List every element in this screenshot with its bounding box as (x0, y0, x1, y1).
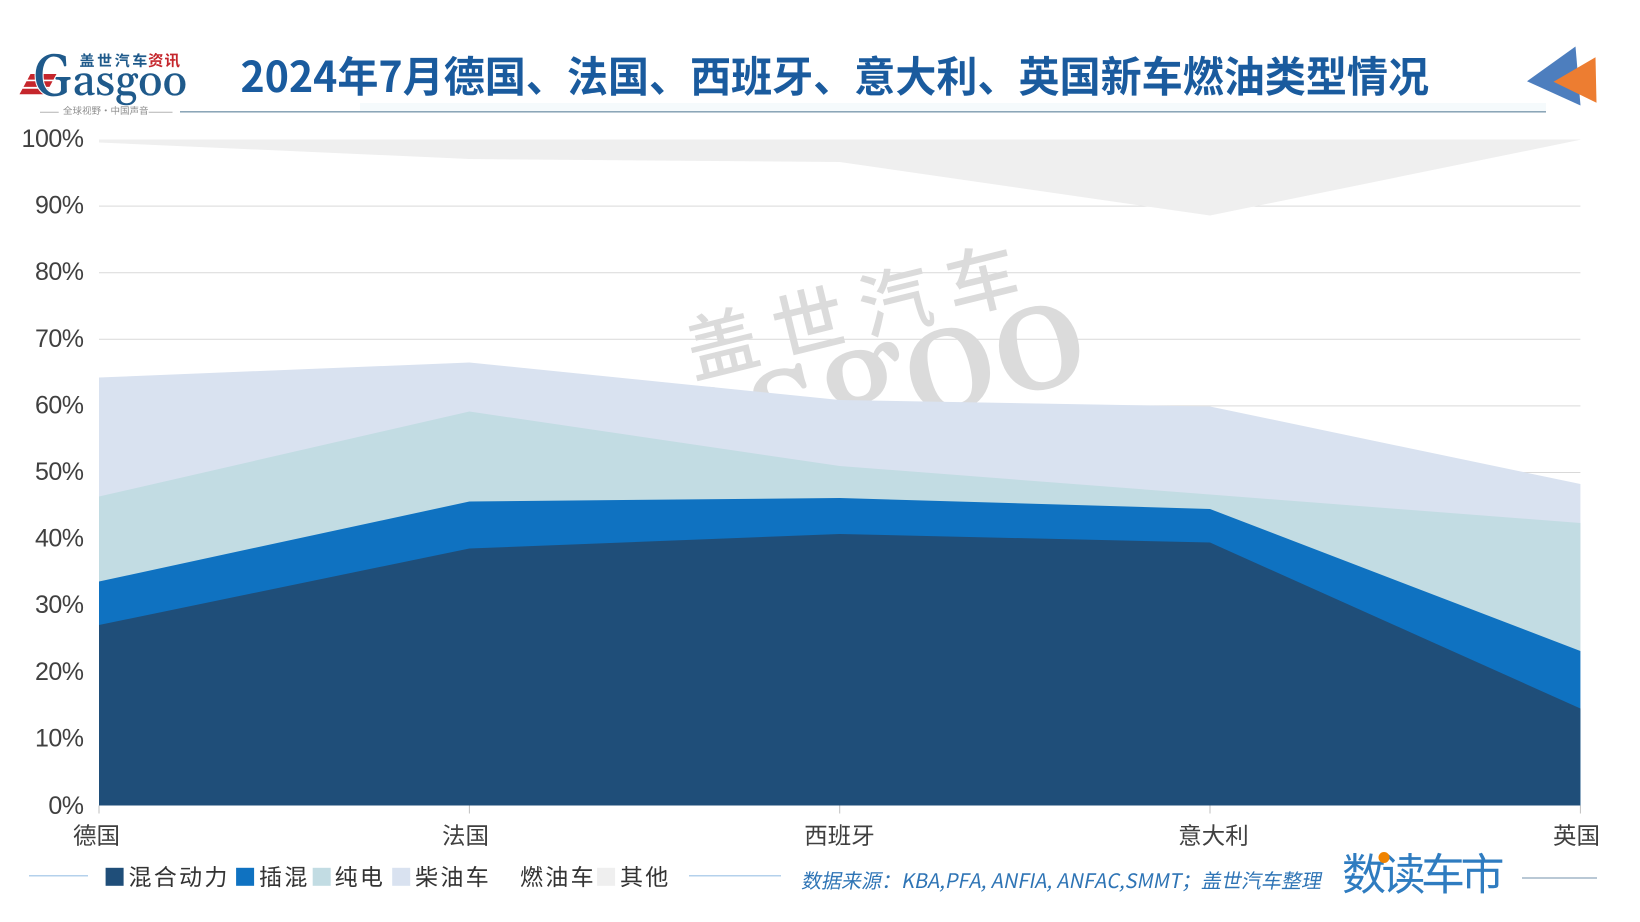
svg-text:10%: 10% (35, 724, 84, 752)
svg-text:20%: 20% (35, 658, 84, 686)
svg-text:30%: 30% (35, 591, 84, 619)
svg-text:70%: 70% (35, 325, 84, 353)
svg-text:50%: 50% (35, 458, 84, 486)
svg-text:40%: 40% (35, 525, 84, 553)
svg-text:0%: 0% (48, 792, 83, 820)
svg-text:100%: 100% (22, 125, 84, 153)
svg-text:90%: 90% (35, 192, 84, 220)
svg-text:80%: 80% (35, 258, 84, 286)
svg-text:60%: 60% (35, 391, 84, 419)
